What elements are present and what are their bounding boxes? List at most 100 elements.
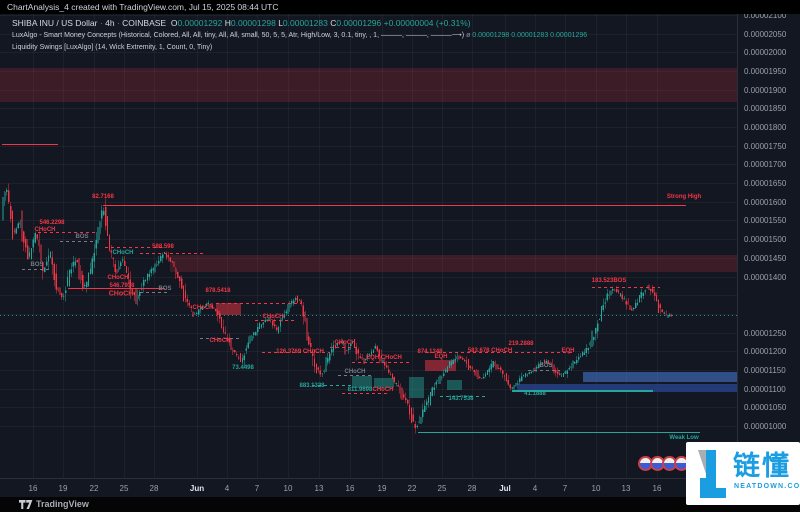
structure-line xyxy=(60,241,96,242)
time-axis[interactable]: 16 19 22 25 28 Jun 4 7 10 13 16 19 22 25 28 Jul 4 7 10 13 16 xyxy=(0,478,738,497)
chart-plot[interactable]: 546.2298 CHoCH 82.7168 BOS CHoCH BOS 588.598 CH… xyxy=(0,0,738,478)
price-tick-label[interactable]: 0.00001900 xyxy=(744,85,787,95)
smc-label: 874.1348 xyxy=(417,349,443,355)
smc-label: CHoCH xyxy=(209,338,231,344)
time-tick-label[interactable]: 25 xyxy=(437,484,447,493)
time-tick-label[interactable]: Jul xyxy=(499,484,511,493)
smc-label: EQH CHoCH xyxy=(366,355,402,361)
structure-line xyxy=(0,315,737,316)
separator: · xyxy=(99,18,103,28)
tradingview-brand-text[interactable]: TradingView xyxy=(36,499,89,509)
time-tick-label[interactable]: 4 xyxy=(532,484,538,493)
structure-line xyxy=(200,338,240,339)
smc-label: EQH xyxy=(434,354,448,360)
time-tick-label[interactable]: 25 xyxy=(119,484,129,493)
structure-line xyxy=(255,320,295,321)
liquidity-swings-title[interactable]: Liquidity Swings [LuxAlgo] (14, Wick Ext… xyxy=(12,44,213,51)
interval-label[interactable]: 4h xyxy=(105,18,115,28)
price-tick-label[interactable]: 0.00002050 xyxy=(744,29,787,39)
grid-vline xyxy=(565,14,566,478)
time-tick-label[interactable]: 16 xyxy=(652,484,662,493)
legend-indicator-smc[interactable]: LuxAlgo - Smart Money Concepts (Historic… xyxy=(12,30,587,42)
time-tick-label[interactable]: 16 xyxy=(28,484,38,493)
legend-symbol-row[interactable]: SHIBA INU / US Dollar · 4h · COINBASE O0… xyxy=(12,17,587,30)
grid-vline xyxy=(227,14,228,478)
smc-zone xyxy=(447,380,462,390)
grid-vline xyxy=(472,14,473,478)
time-tick-label[interactable]: 19 xyxy=(377,484,387,493)
price-tick-label[interactable]: 0.00001950 xyxy=(744,67,787,77)
candlestick-series[interactable] xyxy=(0,0,737,478)
smc-label: CHoCH xyxy=(112,250,134,256)
footer-bar: TradingView xyxy=(0,497,800,512)
price-tick-label[interactable]: 0.00001850 xyxy=(744,104,787,114)
time-tick-label[interactable]: 13 xyxy=(314,484,324,493)
grid-vline xyxy=(197,14,198,478)
time-tick-label[interactable]: 22 xyxy=(407,484,417,493)
time-tick-label[interactable]: 10 xyxy=(283,484,293,493)
price-tick-label[interactable]: 0.00001750 xyxy=(744,141,787,151)
time-tick-label[interactable]: 28 xyxy=(467,484,477,493)
price-tick-label[interactable]: 0.00001200 xyxy=(744,347,787,357)
structure-line xyxy=(330,347,360,348)
structure-line xyxy=(22,269,52,270)
neatdown-logo-icon xyxy=(698,450,726,498)
smc-label: 811.9698 xyxy=(347,387,373,393)
time-tick-label[interactable]: 28 xyxy=(149,484,159,493)
smc-zone xyxy=(517,384,738,392)
grid-hline xyxy=(0,33,737,35)
smc-value-3: 0.00001296 xyxy=(550,32,588,39)
structure-line xyxy=(140,292,170,293)
price-tick-label[interactable]: 0.00001050 xyxy=(744,403,787,413)
time-tick-label[interactable]: 10 xyxy=(591,484,601,493)
smc-prefix: ø xyxy=(466,32,471,39)
exchange-label[interactable]: COINBASE xyxy=(122,18,167,28)
smc-label: Weak Low xyxy=(669,435,699,441)
time-tick-label[interactable]: 13 xyxy=(621,484,631,493)
grid-hline xyxy=(0,15,737,16)
structure-line xyxy=(68,288,165,289)
grid-hline xyxy=(0,52,737,54)
price-tick-label[interactable]: 0.00001400 xyxy=(744,272,787,282)
grid-hline xyxy=(0,295,737,297)
grid-vline xyxy=(596,14,597,478)
structure-line xyxy=(352,362,412,363)
price-tick-label[interactable]: 0.00001500 xyxy=(744,235,787,245)
grid-hline xyxy=(0,164,737,166)
time-tick-label[interactable]: 7 xyxy=(254,484,260,493)
time-tick-label[interactable]: 19 xyxy=(58,484,68,493)
price-tick-label[interactable]: 0.00002000 xyxy=(744,48,787,58)
price-tick-label[interactable]: 0.00001650 xyxy=(744,179,787,189)
price-tick-label[interactable]: 0.00001550 xyxy=(744,216,787,226)
grid-vline xyxy=(412,14,413,478)
price-tick-label[interactable]: 0.00001150 xyxy=(744,365,786,375)
symbol-title[interactable]: SHIBA INU / US Dollar xyxy=(12,18,98,28)
time-tick-label[interactable]: 16 xyxy=(345,484,355,493)
time-tick-label[interactable]: 22 xyxy=(89,484,99,493)
price-tick-label[interactable]: 0.00001100 xyxy=(744,384,786,394)
time-tick-label[interactable]: Jun xyxy=(189,484,205,493)
structure-line xyxy=(440,396,485,397)
high-value: 0.00001298 xyxy=(230,18,276,28)
low-label: L xyxy=(278,18,283,28)
change-value: +0.00000004 (+0.31%) xyxy=(383,18,471,28)
legend-indicator-liquidity-swings[interactable]: Liquidity Swings [LuxAlgo] (14, Wick Ext… xyxy=(12,42,587,54)
price-tick-label[interactable]: 0.00001800 xyxy=(744,123,787,133)
structure-line xyxy=(342,393,388,394)
structure-line xyxy=(262,352,330,353)
smc-label: CHoCH xyxy=(107,275,129,281)
structure-line xyxy=(103,205,686,206)
price-tick-label[interactable]: 0.00001700 xyxy=(744,160,787,170)
price-tick-label[interactable]: 0.00001000 xyxy=(744,421,787,431)
time-tick-label[interactable]: 4 xyxy=(224,484,230,493)
price-axis[interactable]: 0.00001296 03:15:56 0.00001296 0.0000210… xyxy=(737,0,800,497)
price-tick-label[interactable]: 0.00002100 xyxy=(744,11,787,20)
smc-indicator-title[interactable]: LuxAlgo - Smart Money Concepts (Historic… xyxy=(12,32,465,39)
grid-vline xyxy=(63,14,64,478)
time-tick-label[interactable]: 7 xyxy=(562,484,568,493)
smc-label: 878.5418 xyxy=(205,288,231,294)
price-tick-label[interactable]: 0.00001250 xyxy=(744,328,787,338)
price-tick-label[interactable]: 0.00001450 xyxy=(744,253,787,263)
open-label: O xyxy=(170,18,178,28)
price-tick-label[interactable]: 0.00001600 xyxy=(744,197,787,207)
